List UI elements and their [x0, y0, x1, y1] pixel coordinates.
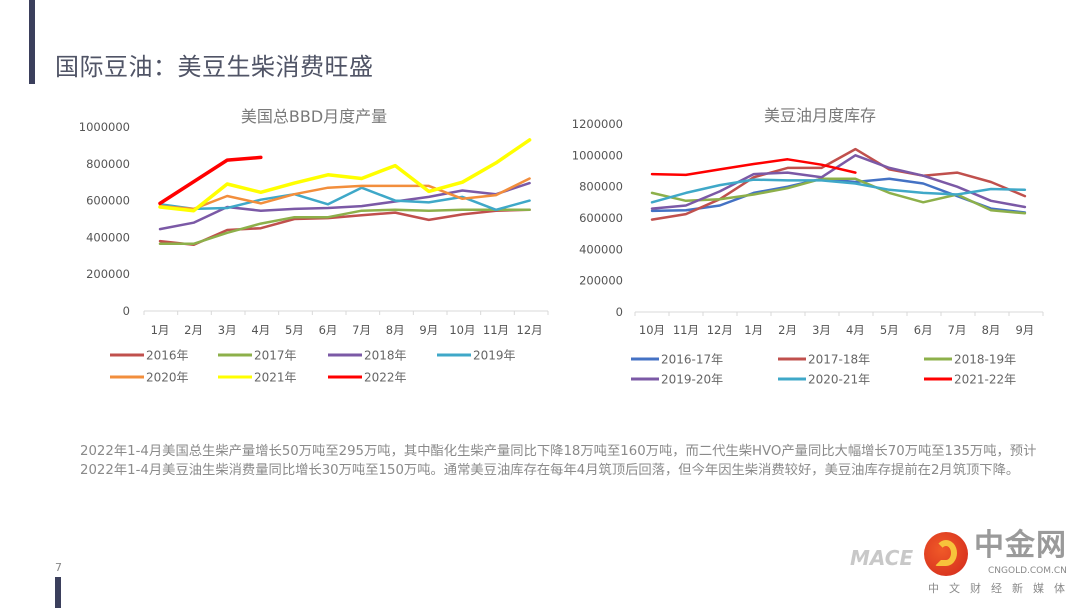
y-tick-label: 1000000: [572, 148, 623, 162]
cngold-logo: MACE 中金网 CNGOLD.COM.CN 中文财经新媒体: [850, 528, 1078, 608]
legend-label: 2017年: [254, 349, 297, 363]
x-tick-label: 9月: [1015, 323, 1034, 337]
y-tick-label: 800000: [86, 157, 130, 171]
y-tick-label: 800000: [579, 180, 623, 194]
y-tick-label: 0: [616, 305, 623, 319]
series-line-2017-18年: [650, 147, 1027, 221]
legend-label: 2022年: [364, 371, 407, 385]
chart-title: 美国总BBD月度产量: [241, 107, 387, 126]
series-line-2021年: [158, 138, 532, 213]
y-tick-label: 200000: [579, 274, 623, 288]
x-tick-label: 3月: [812, 323, 831, 337]
legend-label: 2016年: [146, 349, 189, 363]
x-tick-label: 5月: [880, 323, 899, 337]
x-tick-label: 6月: [319, 323, 338, 337]
y-tick-label: 200000: [86, 267, 130, 281]
x-tick-label: 11月: [483, 323, 509, 337]
x-tick-label: 2月: [184, 323, 203, 337]
logo-domain: CNGOLD.COM.CN: [988, 566, 1067, 576]
logo-swirl-icon: [935, 540, 957, 566]
legend-label: 2018-19年: [954, 353, 1016, 367]
x-tick-label: 4月: [251, 323, 270, 337]
x-tick-label: 1月: [151, 323, 170, 337]
y-tick-label: 600000: [86, 194, 130, 208]
x-tick-label: 12月: [517, 323, 543, 337]
series-line-2016-17年: [650, 177, 1027, 214]
y-tick-label: 400000: [86, 230, 130, 244]
series-line-2020年: [158, 177, 531, 211]
series-line-2018年: [158, 181, 531, 231]
x-tick-label: 8月: [982, 323, 1001, 337]
series-line-2019-20年: [650, 154, 1027, 210]
x-tick-label: 9月: [419, 323, 438, 337]
logo-watermark: MACE: [850, 546, 914, 570]
x-tick-label: 7月: [948, 323, 967, 337]
x-tick-label: 7月: [352, 323, 371, 337]
x-tick-label: 10月: [449, 323, 475, 337]
logo-name: 中金网: [974, 528, 1067, 563]
legend-label: 2021年: [254, 371, 297, 385]
x-tick-label: 11月: [673, 323, 699, 337]
legend-label: 2018年: [364, 349, 407, 363]
x-tick-label: 4月: [846, 323, 865, 337]
legend-label: 2020年: [146, 371, 189, 385]
series-line-2017年: [158, 208, 531, 246]
x-tick-label: 10月: [639, 323, 665, 337]
legend-label: 2016-17年: [661, 353, 723, 367]
y-tick-label: 0: [123, 304, 130, 318]
page-title: 国际豆油：美豆生柴消费旺盛: [55, 53, 374, 81]
series-line-2016年: [158, 208, 531, 247]
series-line-2018-19年: [650, 177, 1027, 215]
series-line-2019年: [158, 186, 531, 212]
y-tick-label: 1000000: [79, 120, 130, 134]
series-line-2020-21年: [650, 178, 1027, 204]
x-tick-label: 2月: [778, 323, 797, 337]
chart-title: 美豆油月度库存: [764, 106, 876, 125]
y-tick-label: 1200000: [572, 117, 623, 131]
accent-bar-bottom: [55, 577, 61, 608]
legend-label: 2019-20年: [661, 373, 723, 387]
series-line-2022年: [158, 155, 263, 206]
x-tick-label: 5月: [285, 323, 304, 337]
accent-bar-top: [29, 0, 35, 84]
legend-label: 2017-18年: [808, 353, 870, 367]
legend-label: 2019年: [473, 349, 516, 363]
y-tick-label: 600000: [579, 211, 623, 225]
y-tick-label: 400000: [579, 242, 623, 256]
logo-tagline: 中文财经新媒体: [928, 582, 1075, 595]
x-tick-label: 3月: [218, 323, 237, 337]
x-tick-label: 12月: [707, 323, 733, 337]
x-tick-label: 1月: [744, 323, 763, 337]
x-tick-label: 8月: [386, 323, 405, 337]
summary-text: 2022年1-4月美国总生柴产量增长50万吨至295万吨，其中酯化生柴产量同比下…: [80, 444, 1037, 478]
x-tick-label: 6月: [914, 323, 933, 337]
page-number: 7: [55, 561, 62, 574]
series-line-2021-22年: [650, 158, 857, 177]
legend-label: 2020-21年: [808, 373, 870, 387]
legend-label: 2021-22年: [954, 373, 1016, 387]
